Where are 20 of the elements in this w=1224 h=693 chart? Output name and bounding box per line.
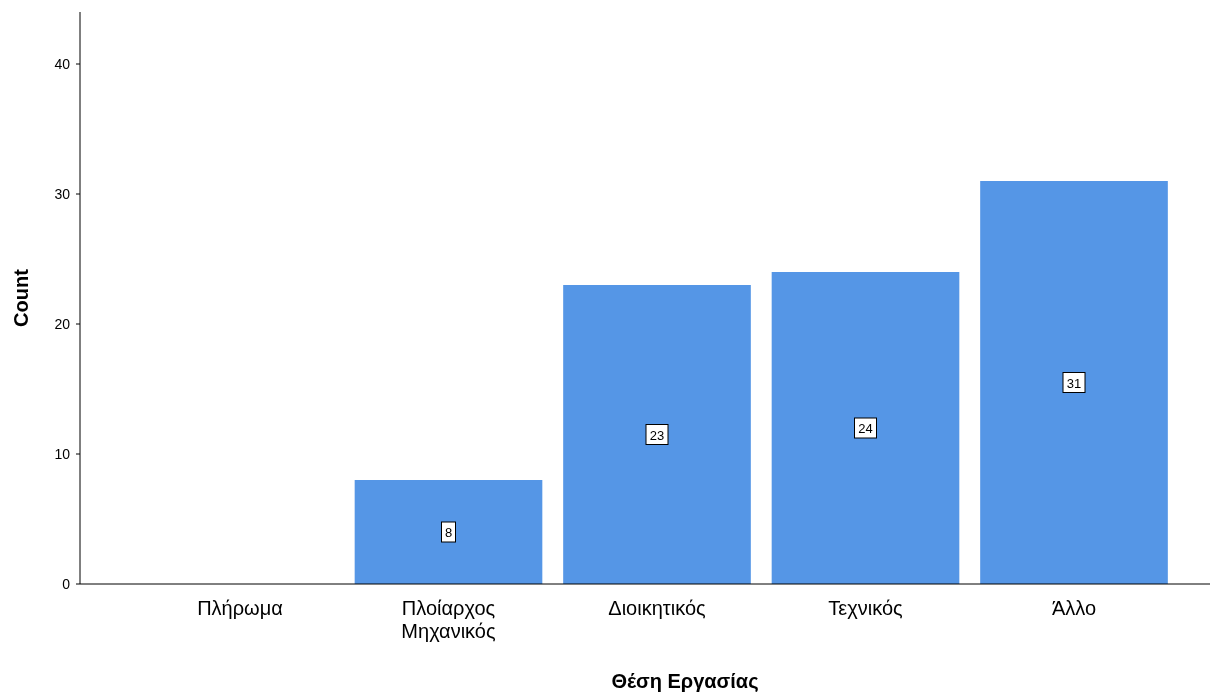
y-tick-label: 30 xyxy=(54,186,71,202)
x-tick-label: Άλλο xyxy=(1051,597,1097,619)
x-axis-title: Θέση Εργασίας xyxy=(611,670,759,692)
data-label: 31 xyxy=(1066,375,1082,391)
bar xyxy=(980,181,1168,584)
y-tick-label: 20 xyxy=(54,316,71,332)
data-label: 24 xyxy=(858,421,873,436)
y-tick-label: 0 xyxy=(62,576,71,592)
y-tick-label: 40 xyxy=(54,56,71,72)
data-label: 8 xyxy=(444,525,453,540)
x-tick-label: Πλοίαρχος Μηχανικός xyxy=(401,597,496,642)
y-axis-title: Count xyxy=(10,268,32,327)
data-label: 23 xyxy=(649,427,665,443)
bar xyxy=(354,480,543,584)
y-tick-label: 10 xyxy=(54,446,71,462)
x-tick-label: Διοικητικός xyxy=(608,597,707,619)
x-tick-label: Πλήρωμα xyxy=(197,597,283,619)
bar xyxy=(563,285,751,584)
x-tick-label: Τεχνικός xyxy=(828,597,904,619)
bar xyxy=(771,272,960,584)
